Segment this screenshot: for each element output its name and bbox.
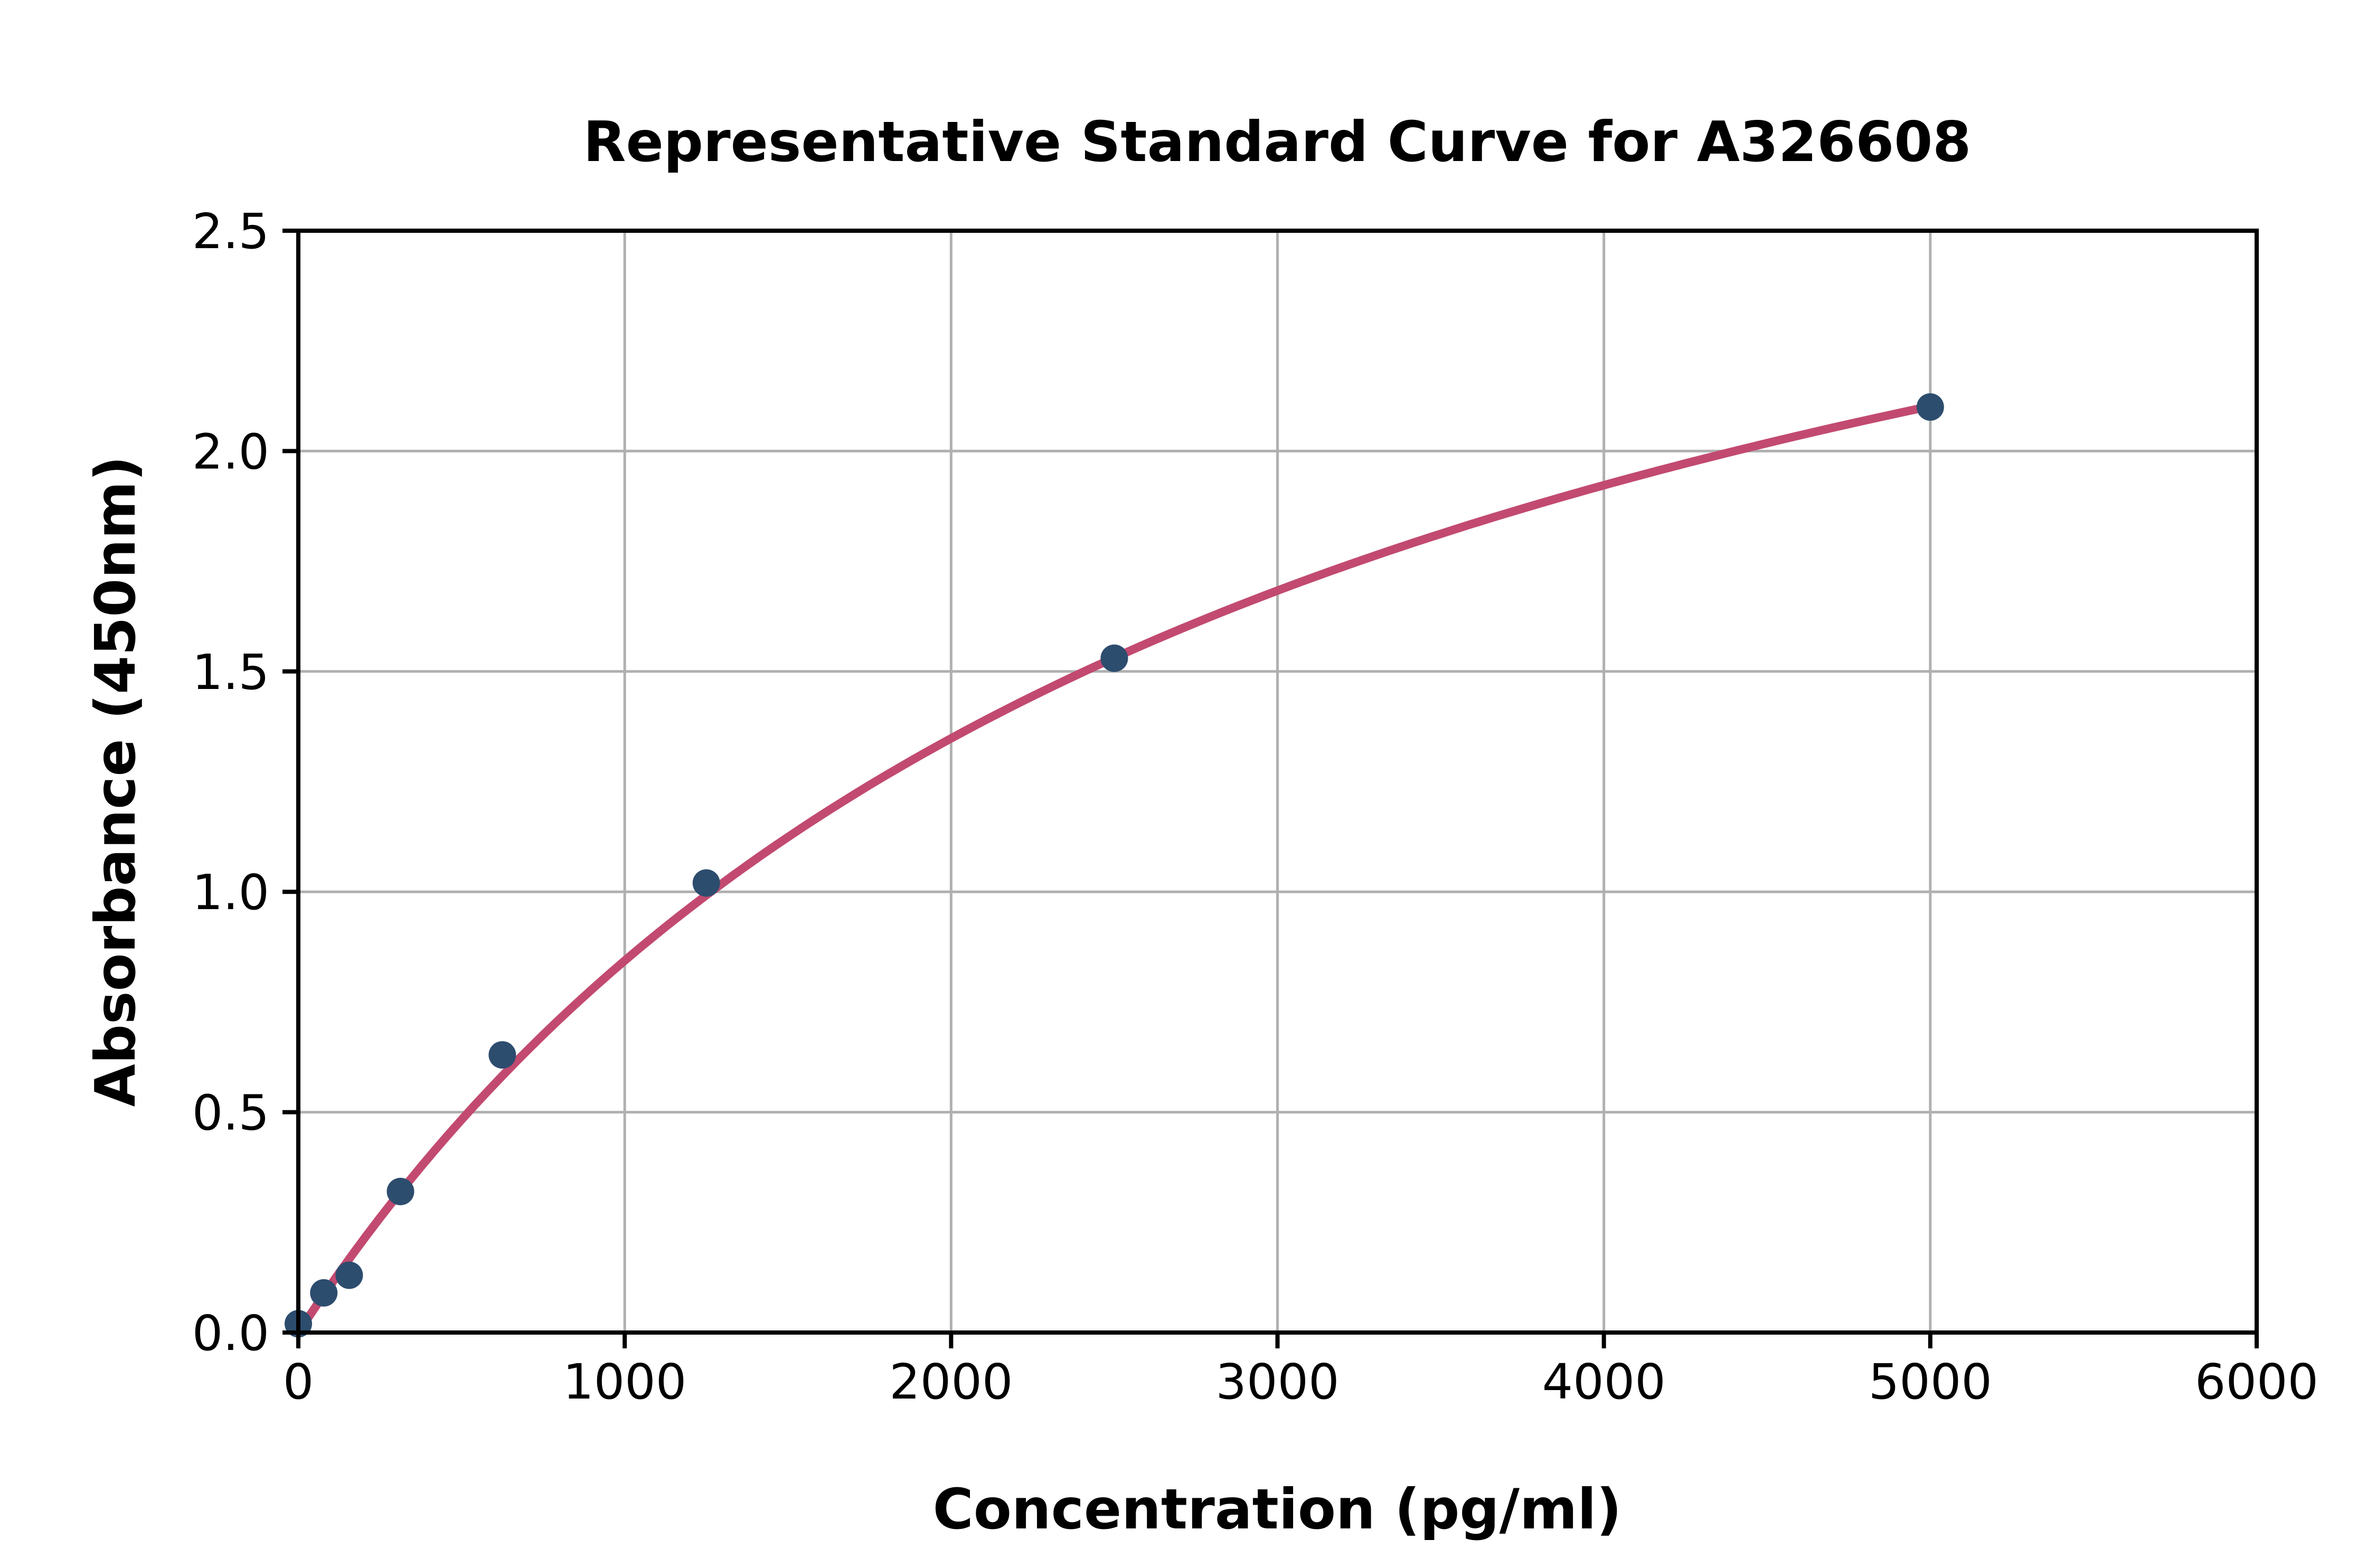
data-point — [488, 1041, 516, 1069]
data-point — [335, 1261, 363, 1289]
y-tick-label: 0.0 — [192, 1305, 269, 1362]
tick-labels: 0 1000 2000 3000 4000 5000 6000 0.0 0.5 1.0 1.5 2.0… — [192, 203, 2318, 1410]
y-tick-label: 2.5 — [192, 203, 269, 260]
x-tick-label: 4000 — [1542, 1354, 1666, 1410]
y-tick-label: 2.0 — [192, 423, 269, 480]
x-axis-label: Concentration (pg/ml) — [933, 1477, 1622, 1542]
x-tick-label: 6000 — [2195, 1354, 2318, 1410]
x-tick-label: 5000 — [1869, 1354, 1992, 1410]
data-point — [310, 1279, 338, 1307]
axis-ticks — [282, 229, 2259, 1348]
fit-curve-layer — [294, 402, 1935, 1337]
y-axis-label: Absorbance (450nm) — [83, 456, 148, 1107]
gridlines — [297, 229, 2258, 1334]
data-point — [692, 869, 720, 897]
x-tick-label: 1000 — [563, 1354, 686, 1410]
x-tick-label: 0 — [283, 1354, 314, 1410]
data-point — [1916, 393, 1944, 421]
chart-title: Representative Standard Curve for A32660… — [583, 110, 1972, 174]
y-tick-label: 1.5 — [192, 644, 269, 701]
data-point — [1100, 644, 1128, 672]
y-tick-label: 0.5 — [192, 1085, 269, 1141]
data-points-layer — [285, 393, 1944, 1338]
fit-curve — [294, 402, 1935, 1337]
data-point — [386, 1177, 414, 1205]
x-tick-label: 3000 — [1215, 1354, 1339, 1410]
x-tick-label: 2000 — [889, 1354, 1013, 1410]
y-tick-label: 1.0 — [192, 864, 269, 921]
